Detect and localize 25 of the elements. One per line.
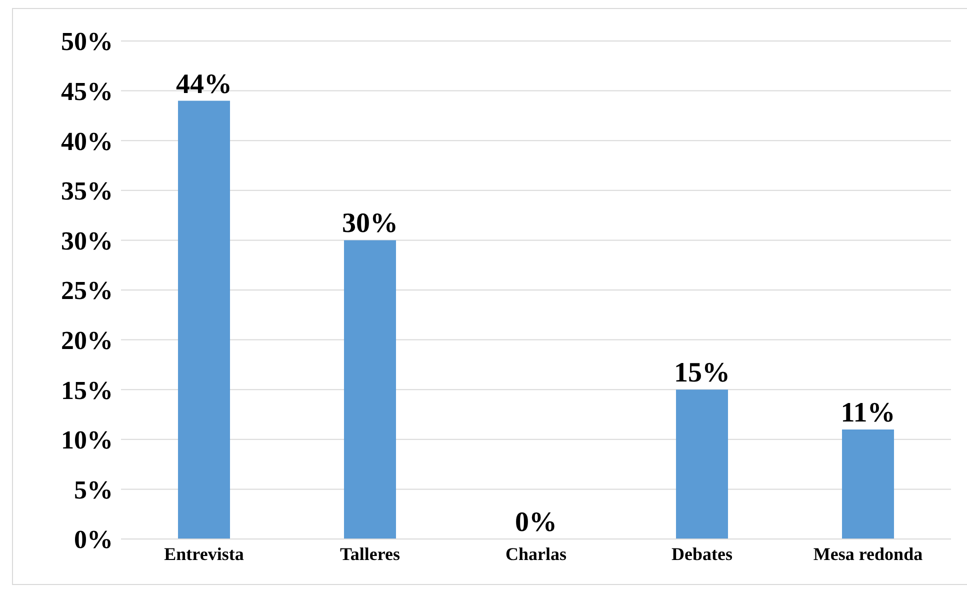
y-tick-label: 0%: [74, 525, 113, 554]
y-tick-label: 50%: [61, 27, 113, 56]
bar: [676, 390, 728, 539]
x-tick-label: Talleres: [340, 544, 400, 564]
data-label: 0%: [515, 506, 557, 538]
y-tick-label: 25%: [61, 276, 113, 306]
y-tick-label: 40%: [61, 126, 113, 156]
data-label: 30%: [342, 208, 398, 240]
y-tick-label: 45%: [61, 77, 113, 106]
y-tick-label: 30%: [61, 226, 113, 256]
x-tick-label: Entrevista: [164, 544, 244, 564]
y-tick-label: 35%: [61, 176, 113, 206]
x-tick-label: Debates: [672, 544, 732, 564]
y-tick-label: 15%: [61, 376, 113, 405]
y-tick-label: 5%: [74, 475, 113, 504]
data-label: 15%: [674, 358, 730, 389]
bar: [842, 429, 894, 539]
bar: [344, 240, 396, 539]
data-label: 11%: [840, 397, 896, 428]
x-tick-label: Charlas: [505, 544, 567, 564]
x-tick-label: Mesa redonda: [813, 544, 923, 564]
y-tick-label: 10%: [61, 426, 113, 455]
y-tick-label: 20%: [61, 326, 113, 356]
bar: [178, 100, 230, 539]
data-label: 44%: [176, 68, 232, 100]
